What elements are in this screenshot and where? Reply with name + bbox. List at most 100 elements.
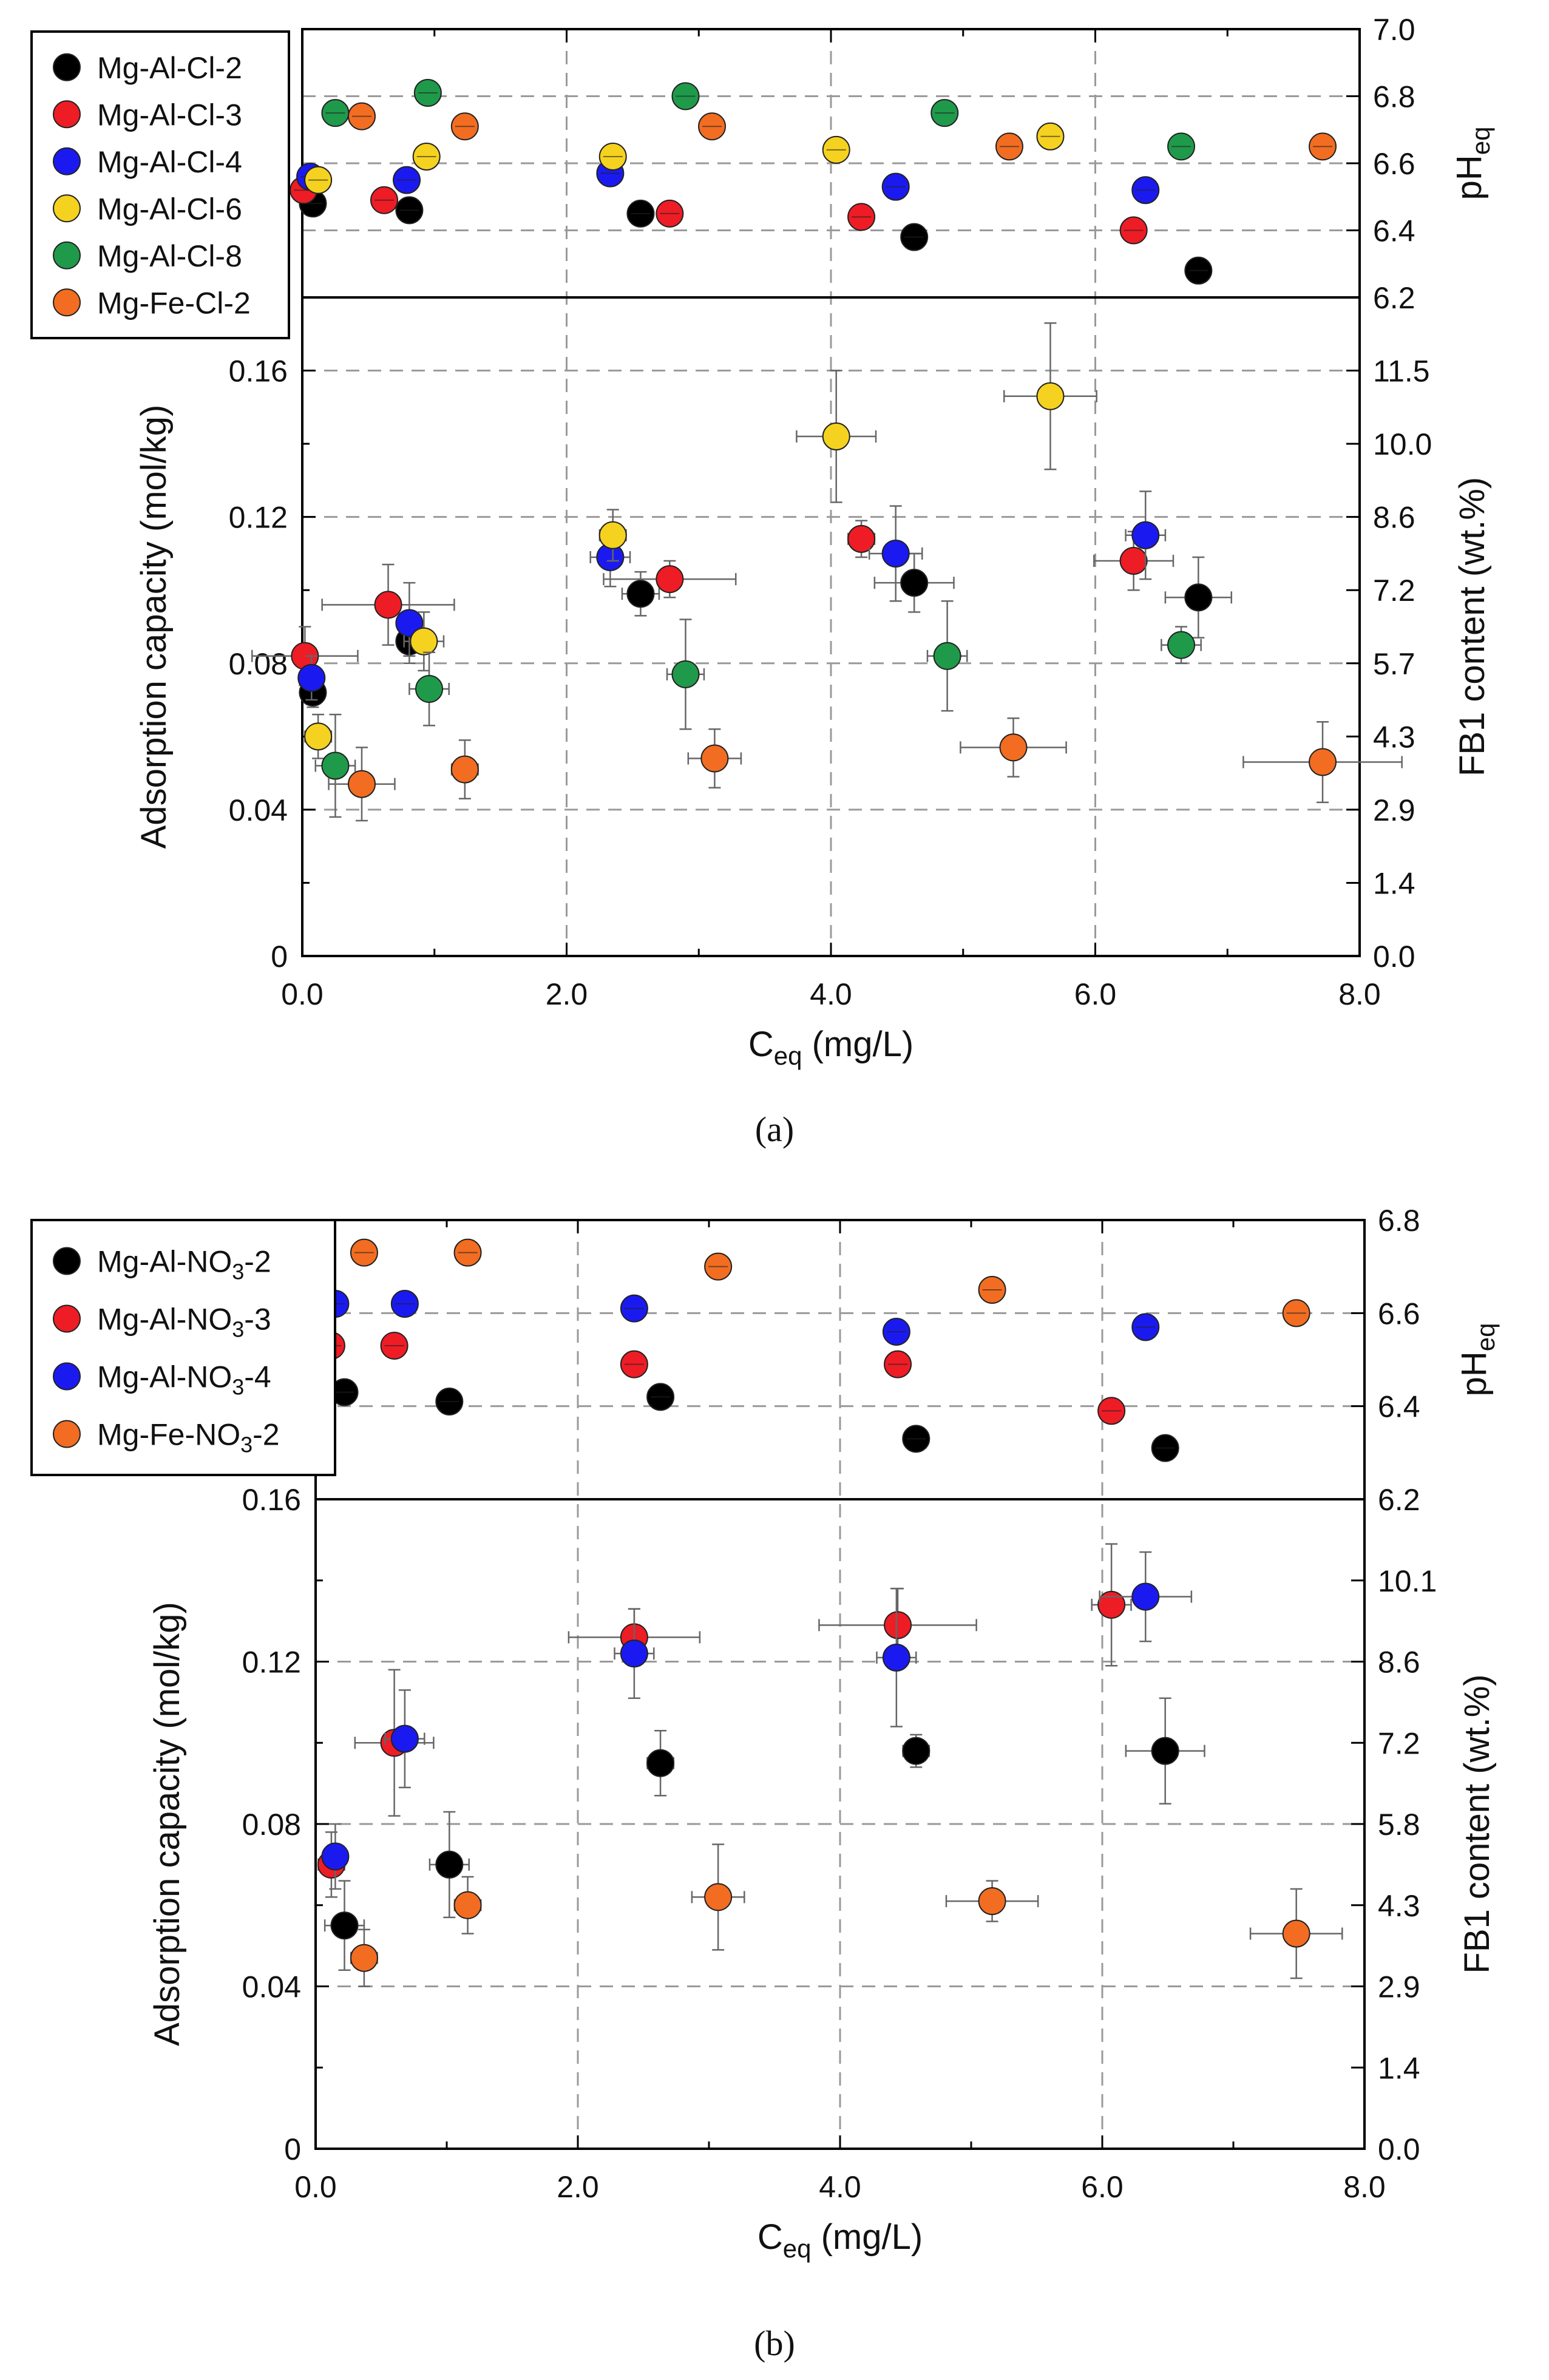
right-tick-label: 7.2 [1378, 1726, 1420, 1760]
series-red [317, 1332, 1132, 1898]
data-point [1151, 1737, 1179, 1765]
x-tick-label: 8.0 [1338, 977, 1381, 1011]
legend-label-part: -3 [244, 1303, 271, 1337]
legend-label-part: 3 [232, 1375, 244, 1400]
legend-label: Mg-Al-NO3-4 [97, 1360, 271, 1400]
series-blue [321, 1290, 1193, 1890]
legend-box [30, 1219, 336, 1476]
right-tick-label: 7.2 [1373, 574, 1415, 608]
y-tick-label: 0 [271, 940, 288, 974]
x-axis-label: Ceq (mg/L) [758, 2217, 923, 2263]
legend-box [30, 30, 290, 339]
data-point [321, 1842, 350, 1871]
x-tick-label: 0.0 [294, 2170, 337, 2204]
y-tick-label: 0.16 [229, 354, 288, 388]
legend-label-part: -2 [244, 1245, 271, 1279]
ph-tick-label: 6.8 [1378, 1204, 1420, 1238]
right-tick-label: 11.5 [1373, 354, 1430, 388]
y-tick-label: 0.04 [242, 1970, 301, 2004]
y-tick-label: 0.12 [229, 501, 288, 535]
data-point [453, 1891, 482, 1919]
x-axis-label-part: (mg/L) [802, 1025, 913, 1064]
data-point [1309, 748, 1337, 776]
data-point [435, 1850, 464, 1879]
right-tick-label: 10.1 [1378, 1564, 1437, 1598]
right-tick-label: 2.9 [1373, 793, 1415, 827]
x-tick-label: 4.0 [810, 977, 852, 1011]
legend-label-part: Mg-Al-NO [97, 1303, 232, 1337]
data-point [881, 539, 910, 568]
legend-label: Mg-Al-Cl-6 [97, 192, 242, 226]
series-orange [350, 1238, 1343, 1987]
data-point [902, 1737, 930, 1765]
ph-axis-label: pHeq [1454, 1323, 1500, 1397]
data-point [1097, 1590, 1126, 1619]
data-point [304, 722, 333, 751]
data-point [415, 674, 444, 703]
legend: Mg-Al-NO3-2Mg-Al-NO3-3Mg-Al-NO3-4Mg-Fe-N… [30, 1219, 336, 1476]
series-blue [296, 159, 1167, 701]
data-point [390, 1724, 419, 1753]
panel-a: 0.0 2.0 4.0 6.0 8.0 0 0.04 0.08 0.12 0.16 0.0 1.4 2.… [30, 13, 1495, 1149]
series-black [324, 1378, 1205, 1971]
series-yellow [304, 122, 1097, 759]
x-axis-label: Ceq (mg/L) [748, 1025, 913, 1070]
data-point [884, 1611, 912, 1639]
right-tick-label: 5.8 [1378, 1808, 1420, 1842]
data-point [450, 755, 479, 784]
ph-tick-label: 6.6 [1378, 1297, 1420, 1331]
data-point [671, 660, 700, 688]
legend-label: Mg-Fe-NO3-2 [97, 1418, 280, 1457]
x-tick-label: 6.0 [1074, 977, 1117, 1011]
right-tick-label: 10.0 [1373, 427, 1432, 461]
right-tick-label: 8.6 [1373, 501, 1415, 535]
data-point [395, 609, 424, 637]
ph-tick-label: 6.4 [1373, 214, 1415, 248]
legend-marker [53, 1420, 81, 1448]
legend-label: Mg-Fe-Cl-2 [97, 286, 251, 320]
right-tick-label: 0.0 [1378, 2132, 1420, 2166]
data-point [933, 642, 961, 670]
x-axis-label-part: C [748, 1025, 774, 1064]
legend-label-part: 3 [240, 1432, 253, 1457]
ph-axis-label: pHeq [1449, 127, 1495, 200]
data-point [900, 569, 929, 597]
series-orange [328, 102, 1403, 822]
y-axis-label: Adsorption capacity (mol/kg) [134, 405, 174, 849]
right-tick-label: 4.3 [1378, 1889, 1420, 1923]
data-point [1131, 521, 1160, 549]
y-tick-label: 0.12 [242, 1646, 301, 1680]
ph-axis-label-sub: eq [1466, 127, 1495, 155]
legend-label-part: 3 [232, 1260, 244, 1284]
legend-marker [53, 1247, 81, 1275]
x-tick-label: 6.0 [1081, 2170, 1124, 2204]
right-tick-label: 1.4 [1378, 2051, 1420, 2085]
right-tick-label: 4.3 [1373, 720, 1415, 754]
y-axis-label: Adsorption capacity (mol/kg) [147, 1602, 187, 2046]
data-point [999, 733, 1028, 762]
y-tick-label: 0.08 [242, 1808, 301, 1842]
legend-marker [53, 147, 81, 175]
x-tick-label: 2.0 [546, 977, 588, 1011]
data-point [620, 1639, 648, 1668]
x-axis-label-part: eq [783, 2234, 812, 2263]
right-tick-label: 0.0 [1373, 940, 1415, 974]
legend-marker [53, 241, 81, 270]
panel-caption: (a) [755, 1110, 794, 1149]
x-axis-label-part: (mg/L) [811, 2217, 923, 2257]
data-point [646, 1749, 675, 1777]
legend-marker [53, 1304, 81, 1333]
right-tick-label: 8.6 [1378, 1646, 1420, 1680]
right-tick-label: 1.4 [1373, 866, 1415, 900]
data-point [1131, 1582, 1160, 1611]
y-axis-label-right: FB1 content (wt.%) [1457, 1674, 1497, 1973]
legend-marker [53, 1362, 81, 1391]
legend-marker [53, 100, 81, 129]
data-point [297, 663, 326, 692]
right-tick-label: 5.7 [1373, 647, 1415, 681]
ph-axis-label-sub: eq [1471, 1323, 1500, 1352]
legend-label: Mg-Al-Cl-4 [97, 145, 242, 179]
data-point [626, 580, 655, 608]
y-tick-label: 0.04 [229, 793, 288, 827]
ph-tick-label: 6.2 [1378, 1483, 1420, 1517]
